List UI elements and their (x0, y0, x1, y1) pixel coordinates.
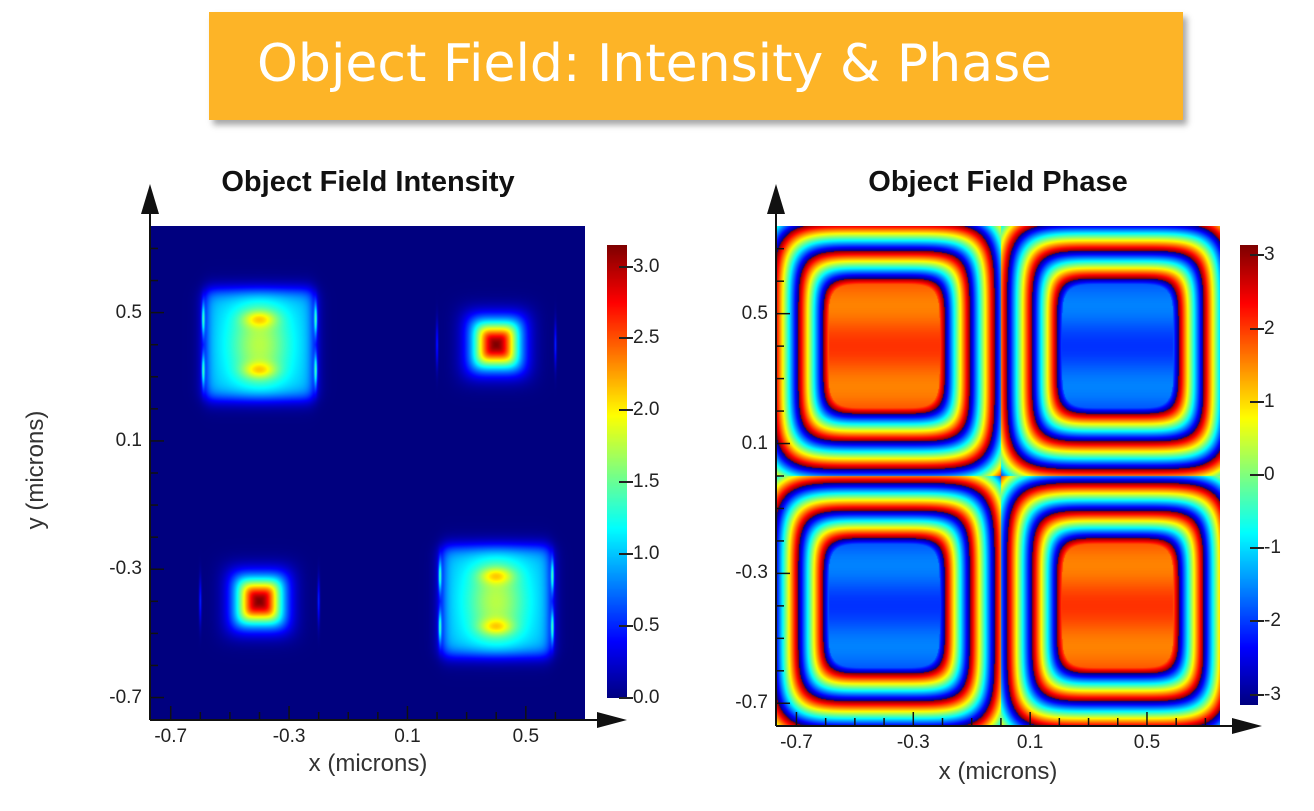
phase-x-axis-label: x (microns) (938, 758, 1058, 785)
colorbar-tick-mark (1250, 400, 1264, 403)
colorbar-tick-label: 3 (1264, 244, 1275, 266)
colorbar-tick-label: -2 (1264, 610, 1281, 632)
y-tick-label: 0.1 (741, 432, 768, 454)
intensity-plot-title: Object Field Intensity (221, 166, 515, 198)
colorbar-tick-label: 1.0 (633, 543, 660, 565)
colorbar-tick-label: -1 (1264, 537, 1281, 559)
intensity-colorbar (607, 245, 627, 698)
colorbar-tick-label: 2.0 (633, 399, 660, 421)
phase-heatmap (776, 226, 1220, 726)
colorbar-tick-label: 3.0 (633, 255, 660, 277)
x-tick-label: 0.1 (394, 726, 421, 747)
x-axis-arrow-icon (597, 712, 627, 728)
colorbar-tick-mark (619, 265, 633, 268)
x-tick-label: 0.5 (512, 726, 540, 747)
y-axis-arrow-icon (767, 184, 785, 214)
title-banner: Object Field: Intensity & Phase (209, 12, 1183, 120)
y-tick-label: 0.5 (741, 302, 768, 324)
colorbar-tick-mark (619, 553, 633, 556)
x-tick-label: -0.7 (154, 726, 188, 747)
colorbar-tick-label: 0.5 (633, 615, 660, 637)
colorbar-tick-mark (1250, 474, 1264, 476)
x-tick-label: -0.3 (896, 732, 930, 753)
colorbar-tick-mark (1250, 327, 1264, 330)
x-tick-label: -0.7 (780, 732, 813, 753)
colorbar-tick-label: 1 (1264, 390, 1275, 412)
intensity-heatmap (150, 226, 585, 720)
colorbar-tick-mark (619, 337, 633, 340)
colorbar-tick-mark (619, 409, 633, 412)
colorbar-tick-mark (619, 697, 633, 699)
y-axis-arrow-icon (141, 184, 159, 214)
colorbar-tick-label: 2 (1264, 317, 1275, 339)
x-tick-label: 0.1 (1016, 732, 1044, 753)
y-tick-label: -0.3 (109, 558, 142, 580)
y-tick-label: -0.7 (109, 686, 142, 708)
colorbar-tick-mark (619, 625, 633, 628)
colorbar-tick-mark (1250, 620, 1264, 623)
y-tick-label: -0.3 (735, 562, 768, 584)
colorbar-tick-label: 0.0 (633, 687, 660, 708)
colorbar-tick-label: 2.5 (633, 327, 660, 349)
intensity-x-axis-label: x (microns) (308, 750, 428, 777)
slide-title: Object Field: Intensity & Phase (257, 34, 1053, 94)
y-tick-label: -0.7 (735, 692, 768, 714)
colorbar-tick-mark (1250, 547, 1264, 550)
x-axis-arrow-icon (1232, 718, 1262, 734)
x-tick-label: 0.5 (1133, 732, 1161, 753)
colorbar-tick-label: -3 (1264, 683, 1281, 705)
colorbar-tick-mark (1250, 693, 1264, 696)
y-tick-label: 0.5 (115, 301, 142, 323)
colorbar-tick-label: 1.5 (633, 471, 660, 493)
y-tick-label: 0.1 (115, 429, 142, 451)
colorbar-tick-label: 0 (1264, 464, 1275, 485)
phase-plot-title: Object Field Phase (868, 166, 1128, 198)
colorbar-tick-mark (1250, 254, 1264, 257)
colorbar-tick-mark (619, 481, 633, 484)
phase-colorbar (1240, 245, 1258, 705)
x-tick-label: -0.3 (272, 726, 306, 747)
